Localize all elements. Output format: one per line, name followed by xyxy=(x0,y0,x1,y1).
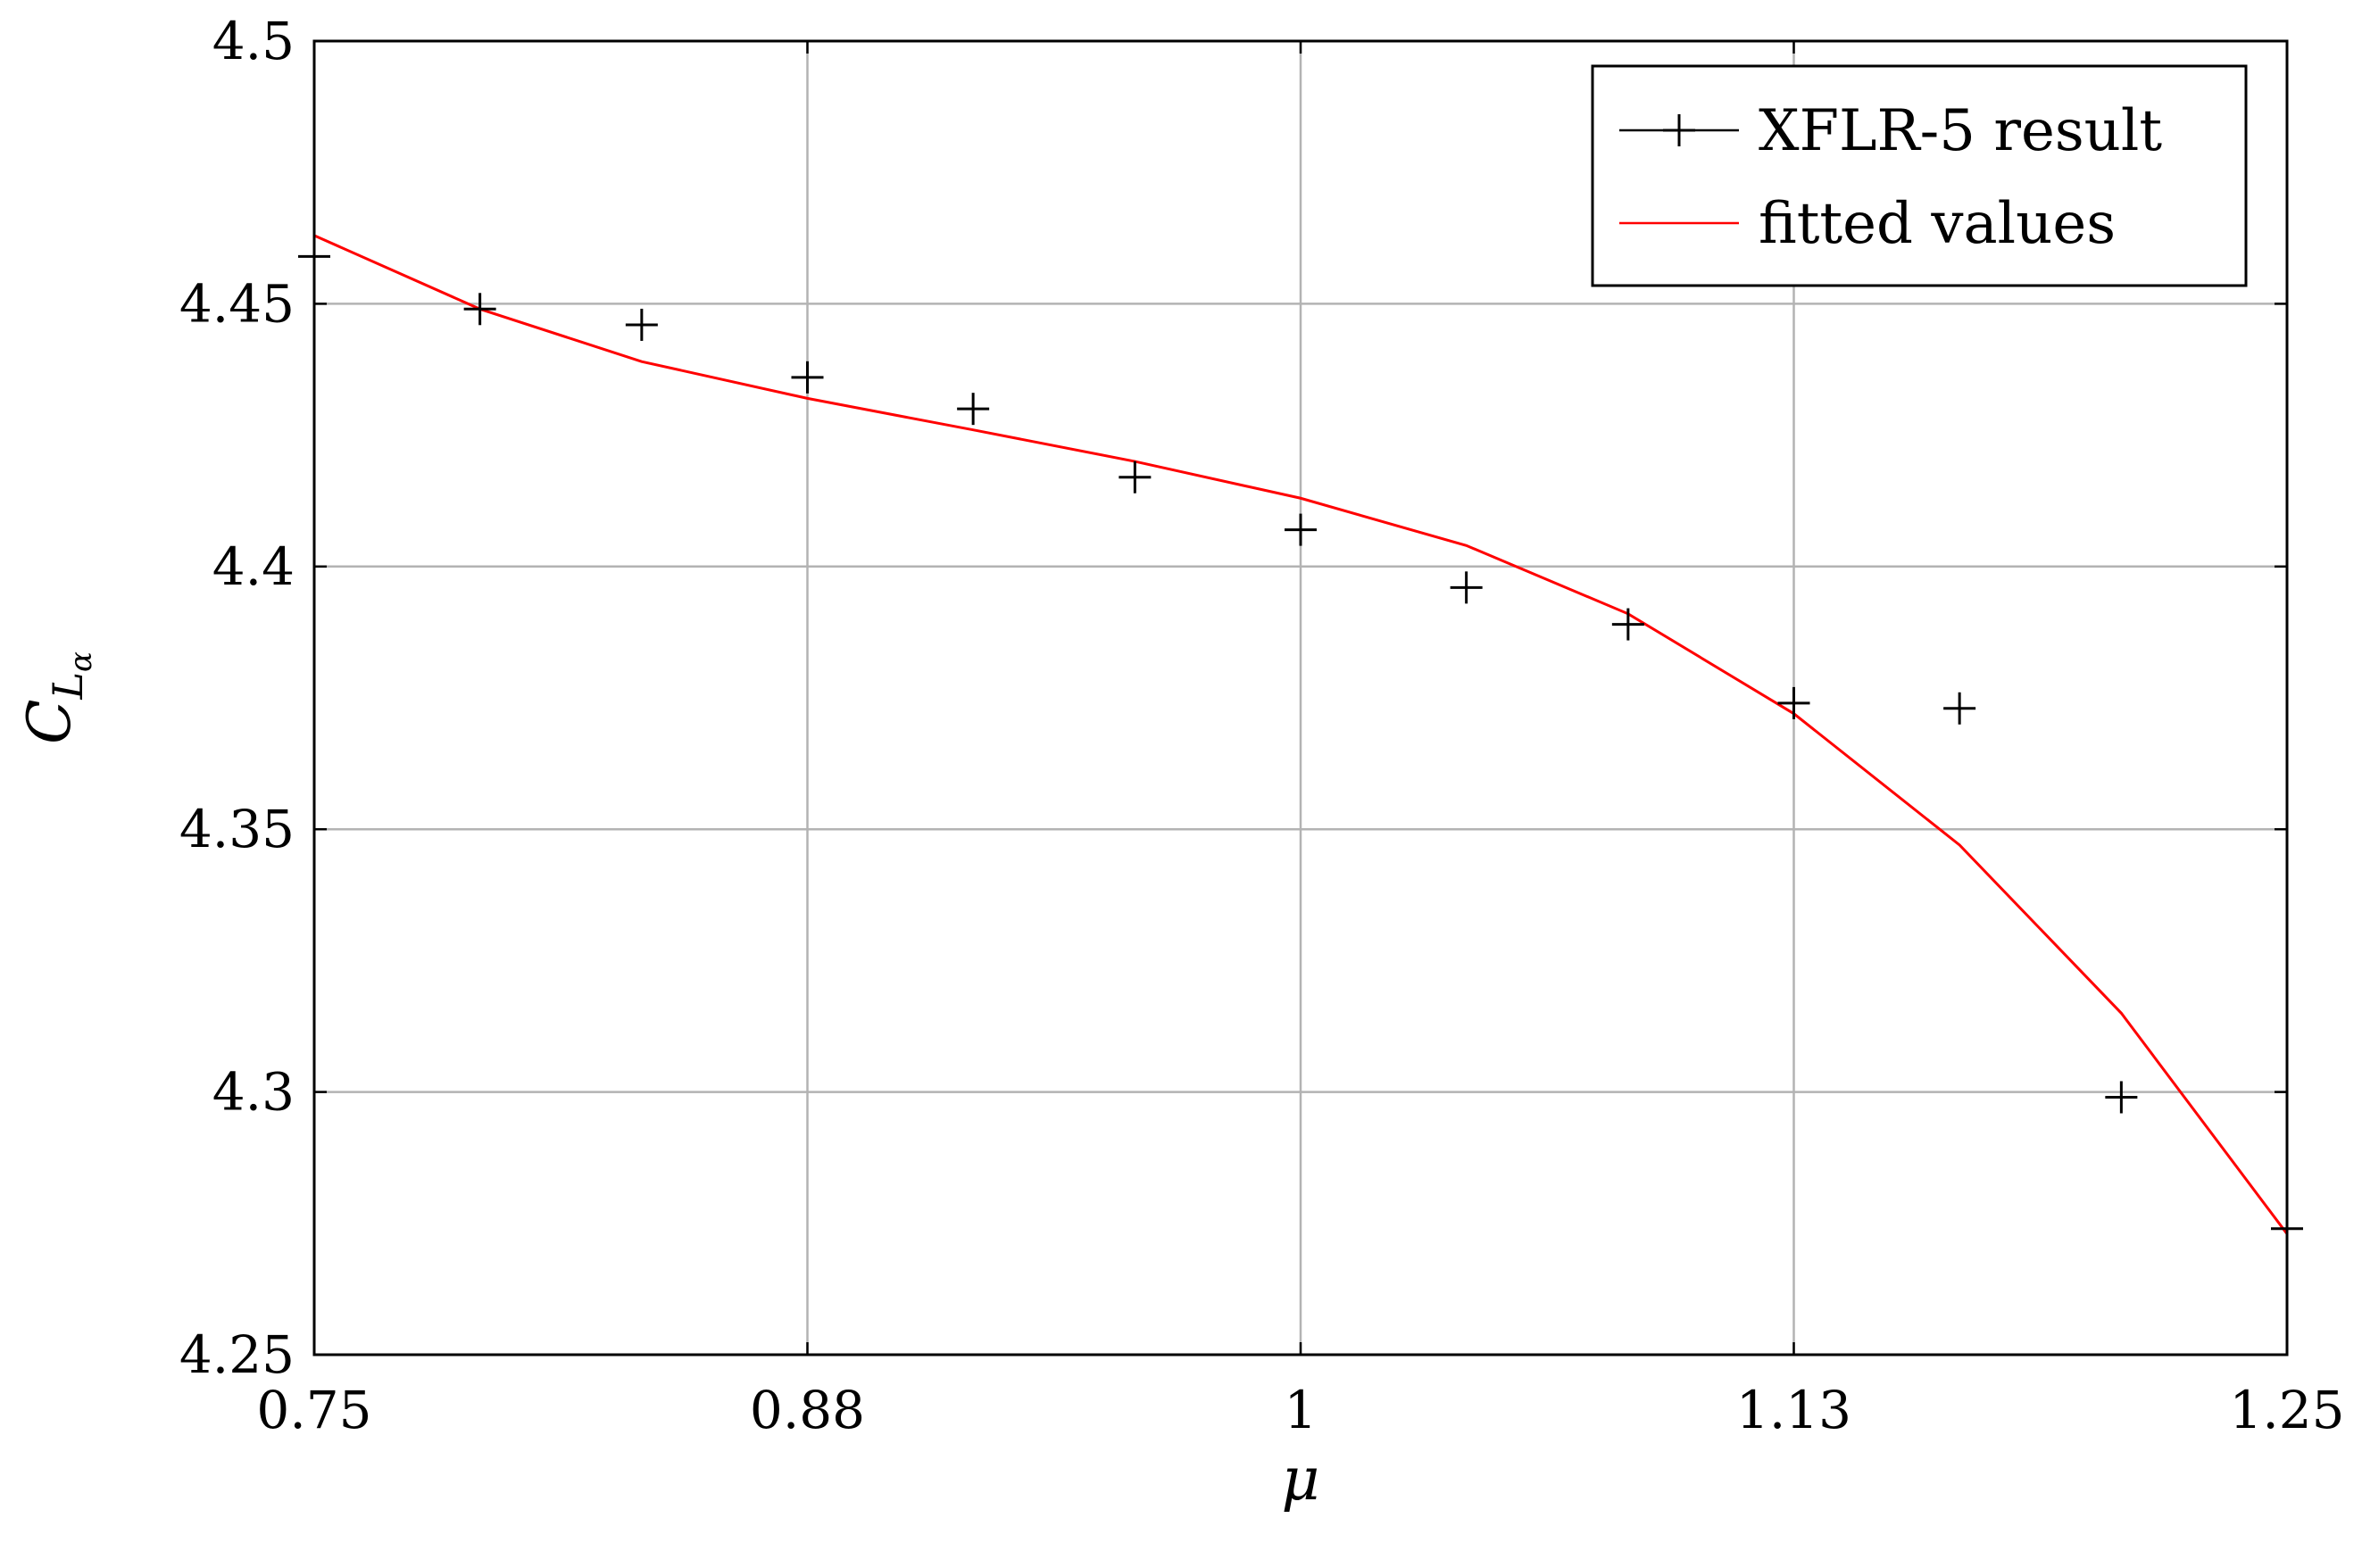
x-tick-label: 1 xyxy=(1285,1380,1318,1440)
x-tick-label: 1.25 xyxy=(2229,1380,2344,1440)
y-tick-label: 4.3 xyxy=(212,1062,295,1123)
y-tick-label: 4.45 xyxy=(179,273,295,334)
y-axis-label-main: C xyxy=(15,700,84,745)
data-point-marker xyxy=(957,393,990,426)
legend-label-xflr: XFLR-5 result xyxy=(1759,98,2162,164)
legend-plus-marker xyxy=(1663,114,1695,146)
data-point-marker xyxy=(1450,571,1483,604)
data-point-marker xyxy=(1943,692,1976,725)
data-point-marker xyxy=(1119,460,1152,494)
x-tick-label: 0.88 xyxy=(750,1380,865,1440)
data-point-marker xyxy=(463,293,496,326)
tick-labels: 0.75 0.88 1 1.13 1.25 4.25 4.3 4.35 4.4 4.45 4.5 xyxy=(179,11,2345,1440)
fitted-line xyxy=(313,234,2289,1235)
y-axis-label-sub: L xyxy=(44,672,92,701)
y-axis-label: CLα xyxy=(15,651,99,744)
y-axis-label-subsub: α xyxy=(63,651,99,672)
y-tick-label: 4.5 xyxy=(212,11,295,71)
legend-box xyxy=(1591,64,2248,287)
legend: XFLR-5 result fitted values xyxy=(1591,64,2248,287)
x-tick-label: 1.13 xyxy=(1736,1380,1851,1440)
y-tick-label: 4.25 xyxy=(179,1324,295,1385)
data-point-marker xyxy=(1777,686,1810,719)
x-tick-label: 0.75 xyxy=(256,1380,371,1440)
fitted-series xyxy=(313,234,2289,1235)
data-point-marker xyxy=(1285,513,1317,546)
y-tick-label: 4.35 xyxy=(179,799,295,859)
data-point-marker xyxy=(625,308,658,341)
legend-label-fitted: fitted values xyxy=(1759,191,2116,257)
data-point-marker xyxy=(791,361,824,394)
y-tick-label: 4.4 xyxy=(212,536,295,597)
data-point-marker xyxy=(2105,1081,2138,1114)
x-axis-label: μ xyxy=(1282,1445,1320,1514)
data-point-marker xyxy=(1611,608,1644,641)
